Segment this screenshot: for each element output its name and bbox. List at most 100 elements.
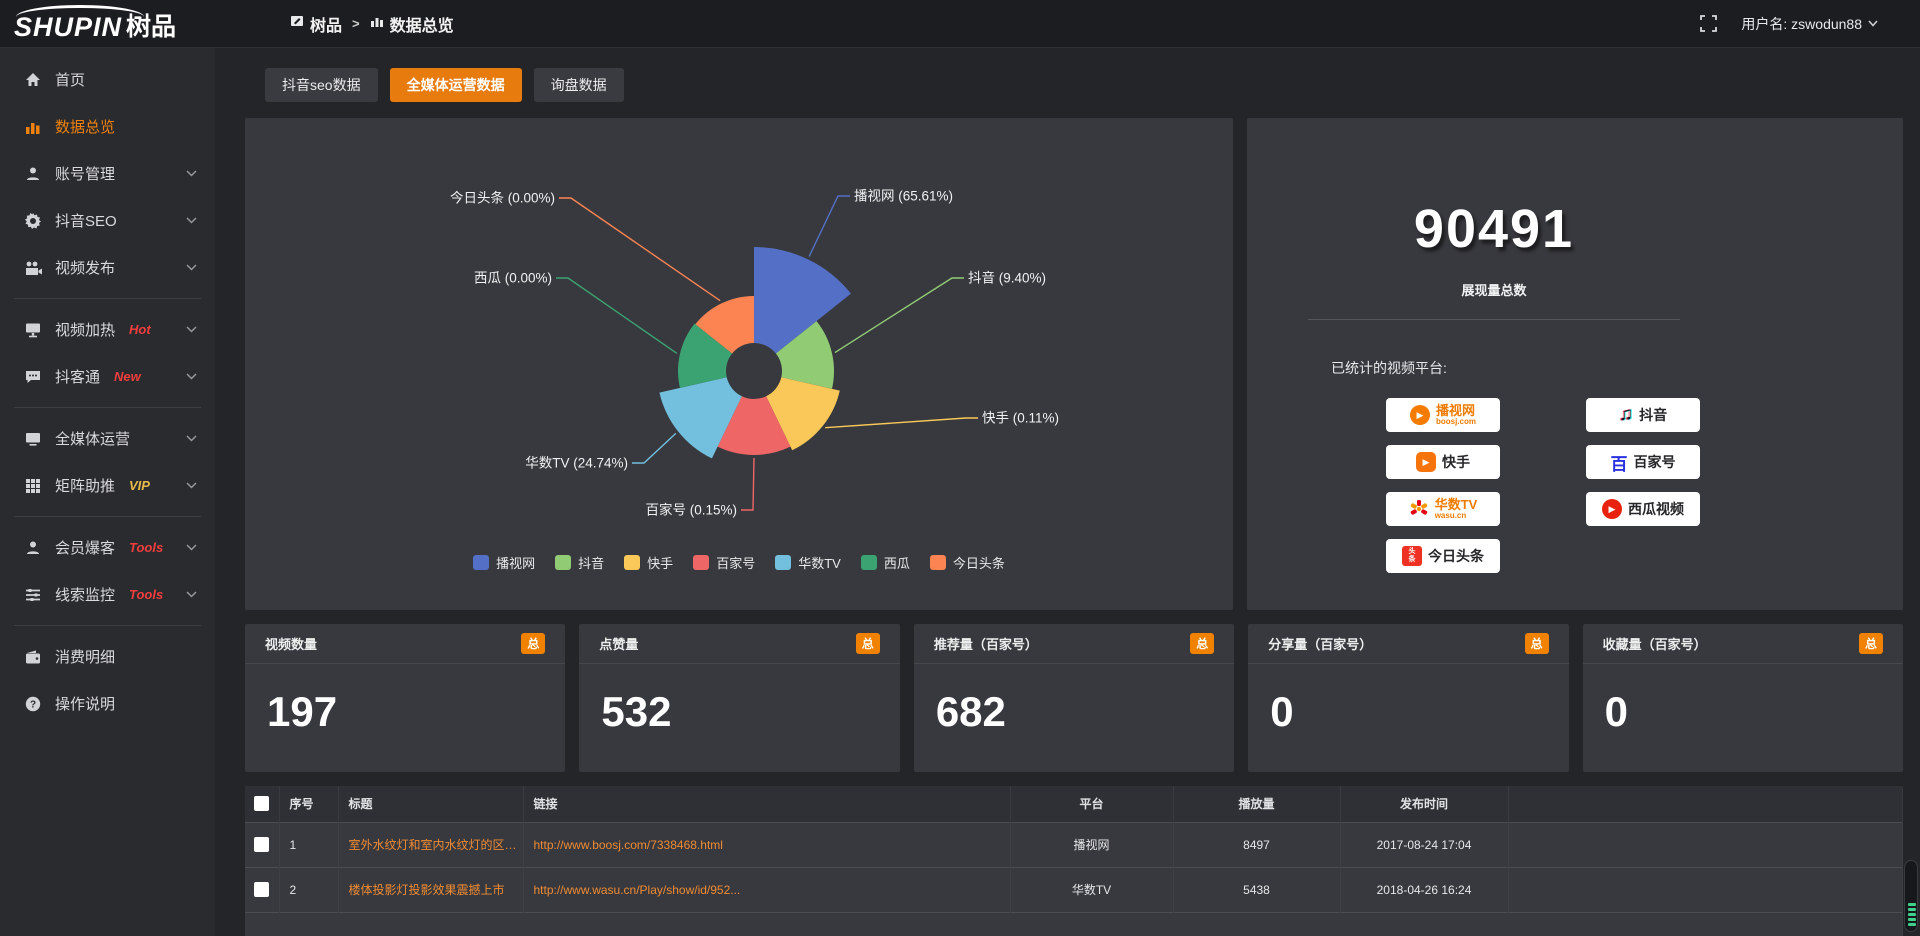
pie-slice-西瓜[interactable] — [678, 323, 733, 388]
sidebar-item-label: 视频加热 — [55, 322, 116, 339]
column-header-序号: 序号 — [279, 786, 339, 822]
member-icon — [24, 540, 42, 556]
sliders-icon — [24, 587, 42, 603]
header-right: 用户名: zswodun88 — [1700, 14, 1920, 34]
pie-label-line — [556, 277, 678, 354]
video-camera-icon — [24, 260, 42, 276]
row-title[interactable]: 室外水纹灯和室内水纹灯的区别和简介 — [338, 822, 524, 867]
legend-swatch — [929, 555, 946, 570]
legend-item-华数TV[interactable]: 华数TV — [775, 553, 841, 572]
legend-swatch — [624, 555, 641, 570]
row-checkbox-cell — [245, 822, 280, 867]
sidebar-item-label: 线索监控 — [55, 587, 116, 604]
main-content: 抖音seo数据 全媒体运营数据 询盘数据 播视网 (65.61%) 抖音 (9.40%… — [215, 48, 1920, 936]
sidebar-item-label: 抖音SEO — [55, 213, 117, 230]
chevron-down-icon — [186, 170, 197, 177]
sidebar-item-label: 抖客通 — [55, 369, 101, 386]
platform-badge-播视网: ▶ 播视网 boosj.com — [1386, 398, 1500, 432]
sidebar-item-label: 操作说明 — [55, 696, 116, 713]
stat-card-点赞量: 点赞量 总 532 — [579, 624, 900, 772]
table-row-partial — [245, 912, 1903, 936]
app-logo[interactable]: SHUPIN 树品 — [0, 4, 215, 43]
legend-item-百家号[interactable]: 百家号 — [693, 553, 755, 572]
sidebar-item-消费明细[interactable]: 消费明细 — [0, 633, 215, 680]
row-link[interactable]: http://www.boosj.com/7338468.html — [523, 822, 1011, 867]
sidebar-item-视频加热[interactable]: 视频加热 Hot — [0, 306, 215, 353]
summary-total-block: 90491 展现量总数 — [1247, 198, 1741, 320]
pie-slice-抖音[interactable] — [775, 321, 834, 389]
fullscreen-icon[interactable] — [1700, 15, 1718, 32]
sidebar-item-数据总览[interactable]: 数据总览 — [0, 103, 215, 150]
help-icon: ? — [24, 696, 42, 712]
platform-badge-抖音: ♫ 抖音 — [1586, 398, 1700, 432]
stat-card-收藏量（百家号）: 收藏量（百家号） 总 0 — [1582, 624, 1904, 772]
user-menu[interactable]: 用户名: zswodun88 — [1741, 14, 1878, 34]
user-label: 用户名: zswodun88 — [1741, 15, 1862, 32]
total-badge: 总 — [1524, 633, 1549, 654]
breadcrumb-item-home[interactable]: 树品 — [290, 12, 342, 36]
bar-chart-icon — [370, 14, 384, 33]
scrollbar-thumb[interactable] — [1904, 860, 1918, 932]
user-icon — [24, 166, 42, 182]
row-title[interactable]: 楼体投影灯投影效果震撼上市 — [338, 867, 524, 912]
row-empty-cell — [1508, 822, 1903, 867]
row-checkbox[interactable] — [254, 882, 270, 898]
row-link[interactable]: http://www.wasu.cn/Play/show/id/952... — [523, 867, 1011, 912]
pie-label: 西瓜 (0.00%) — [474, 271, 552, 286]
legend-item-抖音[interactable]: 抖音 — [555, 553, 604, 572]
breadcrumb-item-current[interactable]: 数据总览 — [370, 12, 454, 36]
tab-抖音seo数据[interactable]: 抖音seo数据 — [265, 68, 378, 102]
legend-item-西瓜[interactable]: 西瓜 — [860, 553, 910, 572]
sidebar-item-操作说明[interactable]: ? 操作说明 — [0, 680, 215, 727]
tab-全媒体运营数据[interactable]: 全媒体运营数据 — [389, 68, 522, 102]
platform-badge-快手: ▶ 快手 — [1386, 445, 1500, 479]
platform-name: 抖音 — [1639, 406, 1668, 423]
stat-label: 视频数量 — [265, 637, 318, 652]
pie-slice-播视网[interactable] — [754, 247, 851, 354]
pie-label: 百家号 (0.15%) — [645, 502, 737, 518]
pie-label-line — [741, 457, 755, 511]
stat-value: 532 — [601, 688, 672, 735]
sidebar-item-会员爆客[interactable]: 会员爆客 Tools — [0, 524, 215, 571]
legend-swatch — [860, 555, 877, 570]
total-badge: 总 — [1859, 633, 1884, 654]
legend-item-今日头条[interactable]: 今日头条 — [929, 553, 1005, 572]
logo-en: SHUPIN — [14, 12, 123, 42]
sidebar-item-首页[interactable]: 首页 — [0, 56, 215, 103]
tab-询盘数据[interactable]: 询盘数据 — [533, 68, 624, 102]
sidebar-item-视频发布[interactable]: 视频发布 — [0, 244, 215, 291]
select-all-checkbox[interactable] — [254, 796, 270, 812]
platforms-label: 已统计的视频平台: — [1331, 360, 1447, 376]
pie-label: 播视网 (65.61%) — [854, 189, 953, 204]
stat-card-header: 推荐量（百家号） 总 — [913, 624, 1235, 664]
sidebar-item-label: 数据总览 — [55, 119, 116, 136]
legend-label: 抖音 — [578, 556, 605, 571]
sidebar-item-全媒体运营[interactable]: 全媒体运营 — [0, 415, 215, 462]
row-checkbox[interactable] — [254, 837, 270, 853]
total-badge: 总 — [521, 633, 546, 654]
row-plays: 8497 — [1173, 822, 1341, 867]
platform-name: 播视网 — [1435, 402, 1475, 418]
douyin-logo-icon: ♫ — [1618, 404, 1634, 425]
legend-item-快手[interactable]: 快手 — [624, 553, 673, 572]
chevron-down-icon — [186, 435, 197, 442]
pie-slice-今日头条[interactable] — [695, 296, 754, 354]
legend-label: 西瓜 — [883, 556, 910, 571]
pie-slice-华数TV[interactable] — [659, 377, 742, 459]
sidebar-item-抖客通[interactable]: 抖客通 New — [0, 353, 215, 400]
row-checkbox-cell — [245, 867, 280, 912]
sidebar-item-矩阵助推[interactable]: 矩阵助推 VIP — [0, 462, 215, 509]
pie-label-line — [632, 432, 677, 464]
legend-swatch — [775, 555, 792, 570]
legend-item-播视网[interactable]: 播视网 — [473, 553, 535, 572]
sidebar-item-账号管理[interactable]: 账号管理 — [0, 150, 215, 197]
total-impressions-label: 展现量总数 — [1461, 283, 1527, 298]
sidebar-item-线索监控[interactable]: 线索监控 Tools — [0, 571, 215, 618]
pie-slice-百家号[interactable] — [717, 396, 791, 455]
sidebar-item-抖音SEO[interactable]: 抖音SEO — [0, 197, 215, 244]
pie-label-line — [834, 277, 964, 354]
pie-label-line — [559, 197, 721, 302]
pie-slice-快手[interactable] — [766, 377, 840, 451]
stat-card-视频数量: 视频数量 总 197 — [245, 624, 566, 772]
